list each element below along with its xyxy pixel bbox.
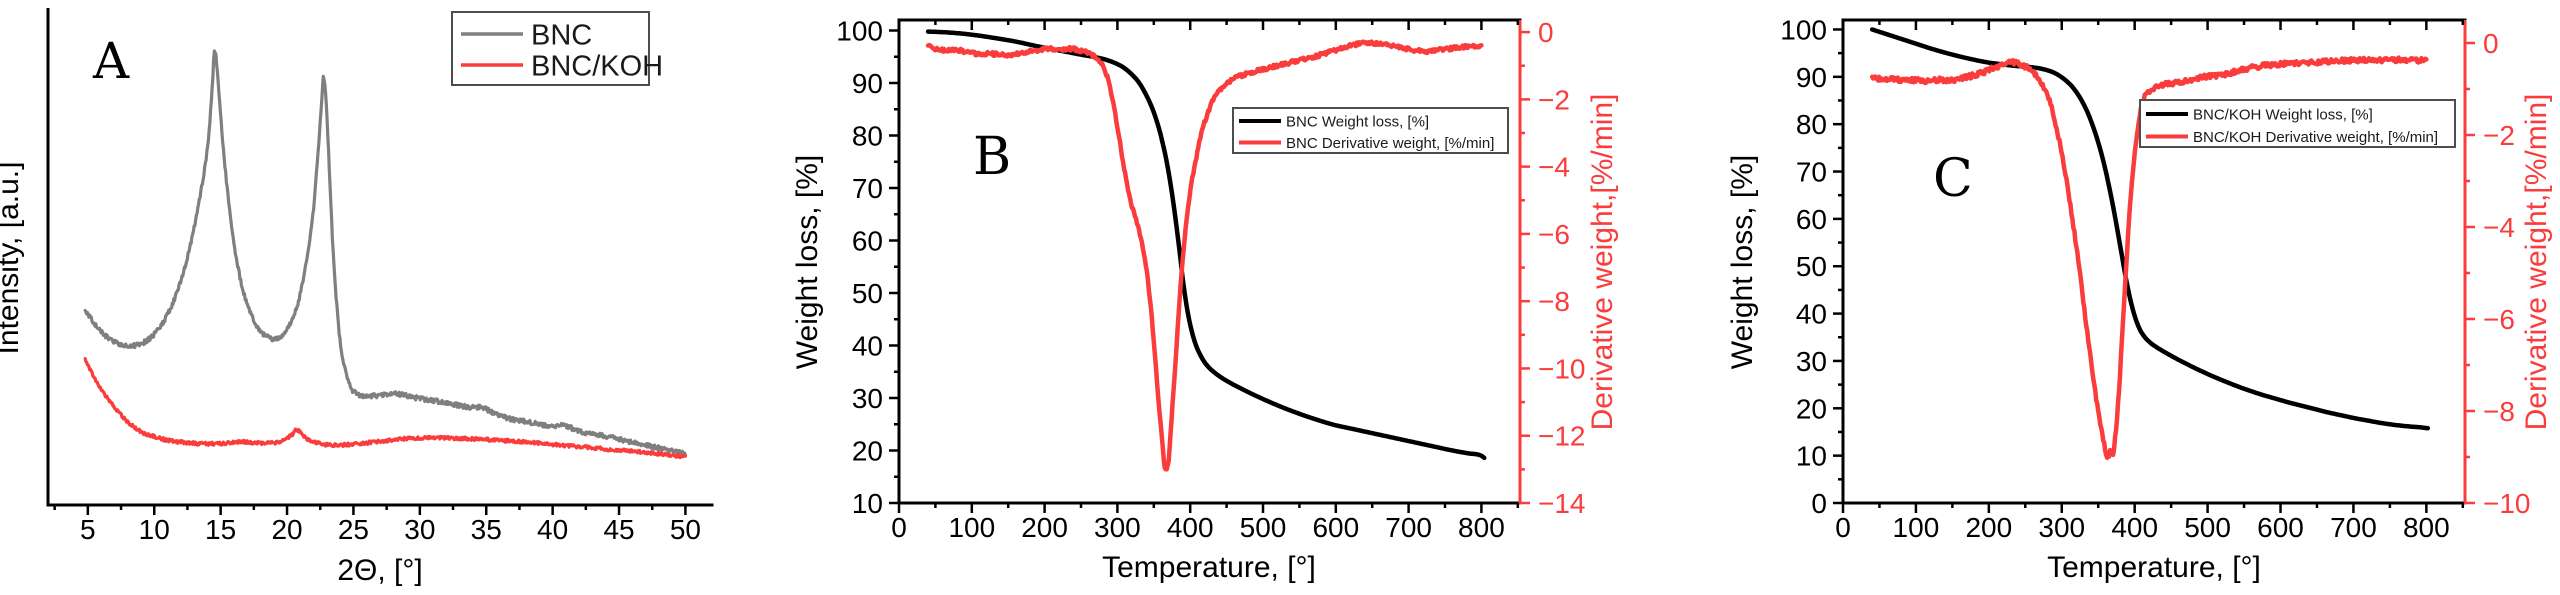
- y-left-tick-label: 70: [852, 173, 883, 204]
- x-tick-label: 700: [1385, 512, 1432, 543]
- x-tick-label: 10: [139, 514, 170, 545]
- y-left-tick-label: 60: [852, 226, 883, 257]
- legend-box: [1232, 107, 1509, 154]
- y-right-tick-label: −6: [1538, 219, 1570, 250]
- x-tick-label: 600: [1312, 512, 1359, 543]
- x-tick-label: 300: [1094, 512, 1141, 543]
- y-right-tick-label: −6: [2483, 304, 2515, 335]
- y-axis-right-title: Derivative weight,[%/min]: [1586, 94, 1619, 431]
- tga-bnc-chart-panel-b: 0 100 200 300 400 500 600 700 800 10 20 30 40 50 60 70 8…: [760, 0, 1650, 595]
- y-left-tick-label: 50: [852, 278, 883, 309]
- y-right-tick-label: −2: [2483, 120, 2515, 151]
- y-left-tick-label: 40: [1796, 299, 1827, 330]
- y-left-tick-label: 70: [1796, 157, 1827, 188]
- y-left-tick-label: 30: [852, 383, 883, 414]
- x-tick-label: 40: [537, 514, 568, 545]
- x-tick-label: 800: [2403, 512, 2450, 543]
- y-axis-left-title: Intensity, [a.u.]: [0, 162, 25, 355]
- x-tick-label: 35: [471, 514, 502, 545]
- x-tick-label: 500: [1240, 512, 1287, 543]
- figure-panel-a: 5 10 15 20 25 30 35 40 45 50 2Θ, [°] Intensity, [a.…: [0, 8, 714, 587]
- x-tick-label: 45: [603, 514, 634, 545]
- y-right-tick-label: −12: [1538, 421, 1586, 452]
- figure-panel-c: 0 100 200 300 400 500 600 700 800010203040506070…: [1726, 14, 2553, 584]
- y-right-tick-label: −10: [2483, 488, 2531, 519]
- y-left-tick-label: 100: [1780, 14, 1827, 45]
- x-tick-label: 700: [2330, 512, 2377, 543]
- y-right-tick-label: −8: [2483, 396, 2515, 427]
- y-right-tick-label: −14: [1538, 488, 1586, 519]
- x-tick-label: 300: [2038, 512, 2085, 543]
- legend-entry-label: BNC Weight loss, [%]: [1286, 113, 1429, 130]
- y-left-tick-label: 10: [1796, 441, 1827, 472]
- series-curve-bnc-koh-weight-loss-: [1869, 27, 2431, 431]
- x-tick-label: 100: [1893, 512, 1940, 543]
- x-tick-label: 800: [1458, 512, 1505, 543]
- plot-area: [925, 29, 1487, 472]
- x-tick-label: 50: [670, 514, 701, 545]
- y-left-tick-label: 90: [852, 68, 883, 99]
- x-tick-label: 100: [948, 512, 995, 543]
- x-tick-label: 20: [271, 514, 302, 545]
- x-tick-label: 0: [1835, 512, 1851, 543]
- panel-letter-c: C: [1933, 149, 1973, 209]
- y-right-tick-label: −4: [1538, 152, 1570, 183]
- series-curve-bnc-derivative-weight-min-: [925, 39, 1484, 472]
- x-tick-label: 25: [338, 514, 369, 545]
- y-left-tick-label: 20: [1796, 393, 1827, 424]
- legend-entry-label: BNC/KOH Derivative weight, [%/min]: [2193, 129, 2438, 146]
- y-right-tick-label: −4: [2483, 212, 2515, 243]
- x-tick-label: 200: [1021, 512, 1068, 543]
- y-left-tick-label: 80: [1796, 109, 1827, 140]
- y-left-tick-label: 30: [1796, 346, 1827, 377]
- y-right-tick-label: −10: [1538, 353, 1586, 384]
- legend-box: [451, 11, 650, 86]
- figure-panel-b: 0 100 200 300 400 500 600 700 800102030405060708…: [791, 16, 1619, 585]
- series-curve-bnc-koh-derivative-weight-min-: [1869, 55, 2429, 460]
- y-axis-left-title: Weight loss, [%]: [791, 155, 824, 370]
- y-right-tick-label: −2: [1538, 84, 1570, 115]
- y-left-tick-label: 80: [852, 121, 883, 152]
- x-axis-title: 2Θ, [°]: [337, 554, 422, 587]
- y-left-tick-label: 0: [1811, 488, 1827, 519]
- series-curve-bnc-koh: [83, 357, 687, 460]
- panel-letter-b: B: [973, 127, 1011, 187]
- y-right-tick-label: 0: [1538, 17, 1554, 48]
- y-left-tick-label: 50: [1796, 251, 1827, 282]
- y-axis-left-title: Weight loss, [%]: [1726, 155, 1759, 370]
- x-tick-label: 400: [1167, 512, 1214, 543]
- y-left-tick-label: 10: [852, 488, 883, 519]
- plot-area: [1869, 27, 2431, 460]
- y-left-tick-label: 100: [836, 16, 883, 47]
- legend-entry-label: BNC/KOH Weight loss, [%]: [2193, 106, 2373, 123]
- y-right-tick-label: −8: [1538, 286, 1570, 317]
- y-right-tick-label: 0: [2483, 28, 2499, 59]
- y-left-tick-label: 20: [852, 436, 883, 467]
- plot-area: [83, 49, 687, 460]
- x-tick-label: 500: [2184, 512, 2231, 543]
- x-tick-label: 30: [404, 514, 435, 545]
- series-curve-bnc-weight-loss-: [925, 29, 1487, 461]
- x-tick-label: 15: [205, 514, 236, 545]
- x-tick-label: 600: [2257, 512, 2304, 543]
- x-tick-label: 200: [1965, 512, 2012, 543]
- legend-entry-label: BNC: [531, 19, 592, 51]
- y-left-tick-label: 90: [1796, 62, 1827, 93]
- xrd-chart-panel-a: 5 10 15 20 25 30 35 40 45 50 2Θ, [°] Intensity, [a.…: [0, 0, 760, 595]
- y-axis-right-title: Derivative weight,[%/min]: [2520, 94, 2553, 431]
- panel-letter-a: A: [92, 32, 130, 90]
- series-curve-bnc: [83, 49, 687, 458]
- legend-entry-label: BNC/KOH: [531, 50, 663, 82]
- x-tick-label: 0: [891, 512, 907, 543]
- x-tick-label: 400: [2111, 512, 2158, 543]
- tga-bnc-koh-chart-panel-c: 0 100 200 300 400 500 600 700 800 0 10 20 30 40 50 60 70…: [1650, 0, 2560, 595]
- legend-box: [2139, 99, 2456, 148]
- legend-entry-label: BNC Derivative weight, [%/min]: [1286, 135, 1494, 152]
- y-left-tick-label: 60: [1796, 204, 1827, 235]
- x-axis-title: Temperature, [°]: [2047, 551, 2261, 584]
- x-tick-label: 5: [80, 514, 96, 545]
- x-axis-title: Temperature, [°]: [1102, 551, 1316, 584]
- y-left-tick-label: 40: [852, 331, 883, 362]
